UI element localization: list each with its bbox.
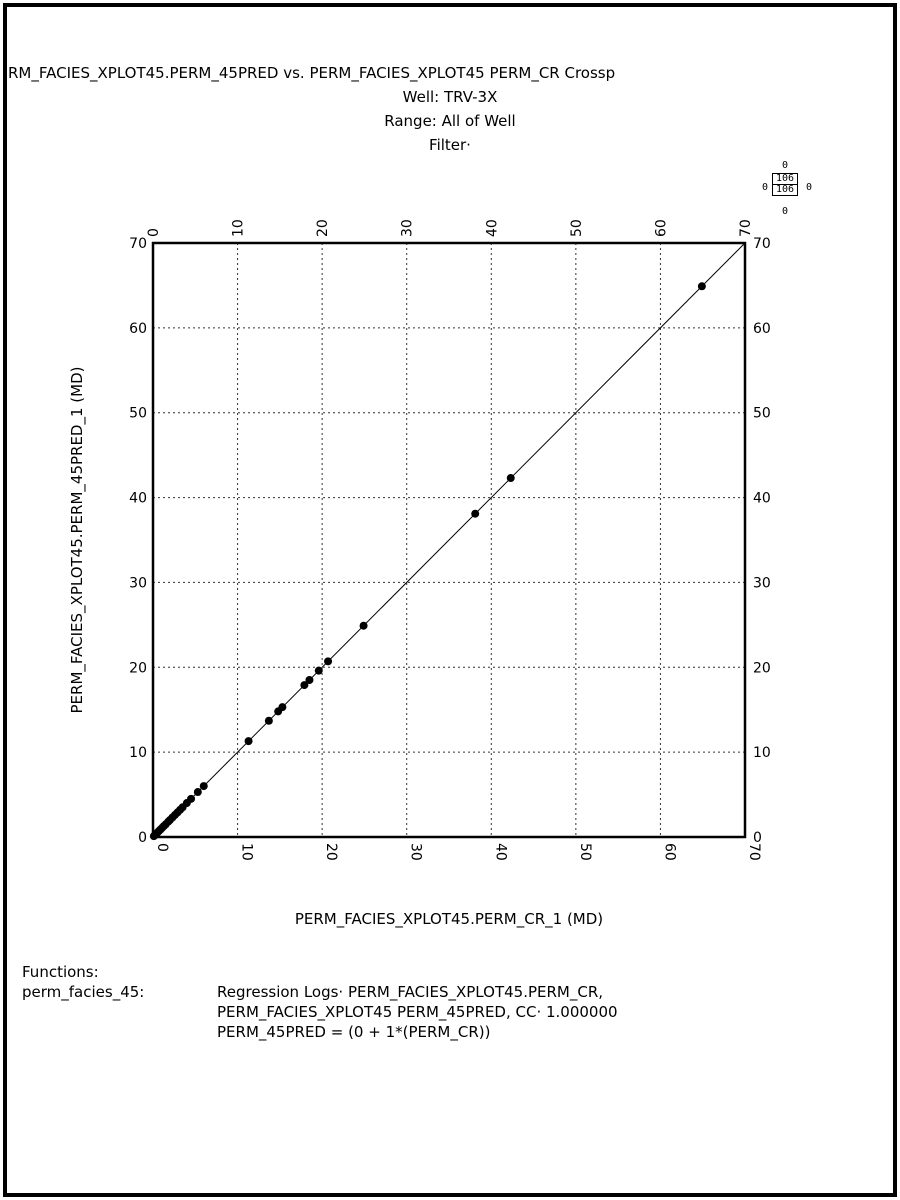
chart-subtitle-range: Range: All of Well <box>384 112 516 130</box>
function-name: perm_facies_45: <box>22 983 145 1001</box>
x-tick-label-top: 40 <box>484 219 500 237</box>
function-line: PERM_FACIES_XPLOT45 PERM_45PRED, CC· 1.0… <box>217 1003 618 1021</box>
y-tick-label-left: 40 <box>129 491 147 507</box>
legend-top-count: 0 <box>782 160 789 171</box>
data-point <box>359 621 368 630</box>
x-tick-label-top: 10 <box>231 219 247 237</box>
x-tick-label-bottom: 0 <box>154 843 170 852</box>
y-tick-label-left: 10 <box>129 745 147 761</box>
y-axis-label: PERM_FACIES_XPLOT45.PERM_45PRED_1 (MD) <box>68 367 87 714</box>
legend-bottom-count: 0 <box>782 206 789 217</box>
legend-upper-count: 106 <box>773 174 797 185</box>
y-tick-label-left: 30 <box>129 575 147 591</box>
data-point <box>697 282 706 291</box>
data-point <box>300 681 309 690</box>
y-tick-label-right: 30 <box>753 575 771 591</box>
functions-panel: Functions: perm_facies_45: Regression Lo… <box>22 962 618 1042</box>
function-line: PERM_45PRED = (0 + 1*(PERM_CR)) <box>217 1023 491 1041</box>
x-tick-label-top: 60 <box>653 219 669 237</box>
legend-lower-count: 106 <box>775 184 795 195</box>
y-tick-label-right: 0 <box>753 830 762 846</box>
functions-heading: Functions: <box>22 963 99 981</box>
data-point <box>278 703 287 712</box>
y-tick-label-right: 40 <box>753 491 771 507</box>
function-line: Regression Logs· PERM_FACIES_XPLOT45.PER… <box>217 983 604 1001</box>
data-point <box>471 509 480 518</box>
x-tick-label-bottom: 10 <box>239 843 255 861</box>
data-point <box>314 666 323 675</box>
x-tick-label-top: 20 <box>315 219 331 237</box>
y-tick-label-right: 20 <box>753 660 771 676</box>
x-axis-label: PERM_FACIES_XPLOT45.PERM_CR_1 (MD) <box>295 910 603 929</box>
y-tick-label-left: 50 <box>129 406 147 422</box>
x-tick-label-top: 0 <box>146 228 162 237</box>
data-point <box>264 716 273 725</box>
y-tick-label-left: 70 <box>129 236 147 252</box>
y-tick-label-left: 60 <box>129 321 147 337</box>
y-tick-label-right: 10 <box>753 745 771 761</box>
y-tick-label-right: 70 <box>753 236 771 252</box>
legend-right-count: 0 <box>806 182 813 193</box>
y-tick-label-left: 0 <box>138 830 147 846</box>
page-frame <box>3 3 897 1197</box>
x-tick-label-top: 70 <box>738 219 754 237</box>
data-point <box>506 474 515 483</box>
chart-subtitle-well: Well: TRV-3X <box>402 88 498 106</box>
y-tick-label-right: 50 <box>753 406 771 422</box>
y-tick-label-right: 60 <box>753 321 771 337</box>
x-tick-label-bottom: 50 <box>577 843 593 861</box>
x-tick-label-bottom: 30 <box>408 843 424 861</box>
data-point <box>187 794 196 803</box>
x-tick-label-top: 50 <box>569 219 585 237</box>
x-tick-label-bottom: 40 <box>492 843 508 861</box>
data-point <box>193 788 202 797</box>
data-point <box>244 737 253 746</box>
legend-left-count: 0 <box>762 182 769 193</box>
plot-area-border <box>151 241 747 839</box>
chart-title: RM_FACIES_XPLOT45.PERM_45PRED vs. PERM_F… <box>8 64 616 82</box>
regression-line <box>152 242 746 838</box>
x-tick-label-bottom: 20 <box>323 843 339 861</box>
data-point <box>305 676 314 685</box>
data-point <box>199 782 208 791</box>
chart-subtitle-filter: Filter· <box>429 136 471 154</box>
x-tick-label-bottom: 70 <box>746 843 762 861</box>
grid-lines <box>153 243 745 837</box>
data-point <box>324 657 333 666</box>
x-tick-label-top: 30 <box>400 219 416 237</box>
x-tick-label-bottom: 60 <box>661 843 677 861</box>
data-points <box>149 282 706 841</box>
y-tick-label-left: 20 <box>129 660 147 676</box>
